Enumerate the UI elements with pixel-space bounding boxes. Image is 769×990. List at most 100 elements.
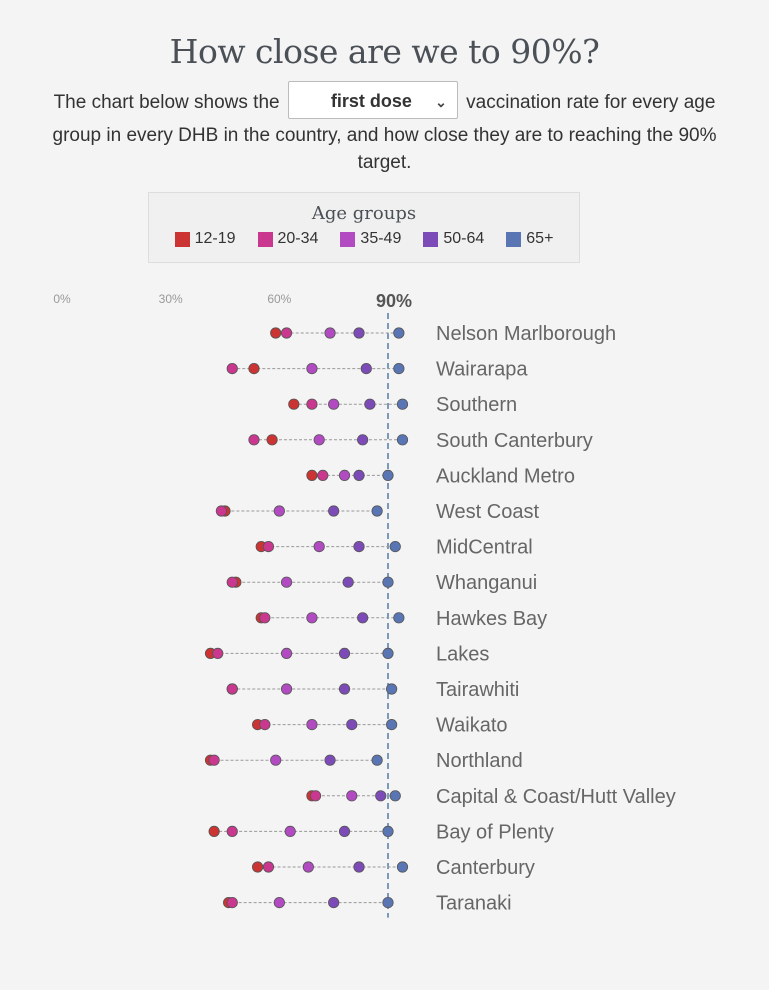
point-12-19 <box>306 469 318 481</box>
point-65+ <box>393 612 405 624</box>
row-label: Wairarapa <box>436 359 528 381</box>
target-label: 90% <box>376 291 412 311</box>
point-20-34 <box>309 790 322 802</box>
point-35-49 <box>306 718 318 731</box>
point-65+ <box>396 434 409 446</box>
point-35-49 <box>328 398 340 410</box>
legend-label: 50-64 <box>443 230 485 247</box>
point-12-19 <box>208 825 220 838</box>
dumbbell-chart: 0% 30% 60% 90% Nelson Marlborough Wairarapa So… <box>53 291 676 918</box>
point-65+ <box>382 647 394 659</box>
point-50-64 <box>338 825 351 838</box>
point-35-49 <box>338 469 351 481</box>
point-50-64 <box>324 754 336 766</box>
legend-label: 20-34 <box>277 230 319 247</box>
point-35-49 <box>280 683 293 695</box>
point-65+ <box>393 363 405 375</box>
point-35-49 <box>346 790 358 802</box>
point-65+ <box>371 754 383 766</box>
legend: Age groups 12-19 20-34 35-49 50-64 65+ <box>148 192 580 263</box>
point-65+ <box>389 540 401 553</box>
point-50-64 <box>375 790 387 802</box>
legend-swatch <box>174 231 190 247</box>
row-label: Whanganui <box>436 572 537 594</box>
point-65+ <box>382 576 394 588</box>
point-65+ <box>382 825 394 838</box>
legend-swatch <box>257 231 273 247</box>
point-65+ <box>382 896 394 909</box>
row-label: Bay of Plenty <box>436 821 554 843</box>
row-label: Southern <box>436 394 517 416</box>
point-50-64 <box>353 469 365 481</box>
legend-label: 35-49 <box>360 230 402 247</box>
point-50-64 <box>346 718 358 731</box>
legend-item-65-plus: 65+ <box>506 230 553 248</box>
row-label: Northland <box>436 750 523 772</box>
point-50-64 <box>342 576 354 588</box>
point-35-49 <box>273 896 285 909</box>
dose-select[interactable]: first dose ⌄ <box>287 81 458 119</box>
point-20-34 <box>226 896 238 909</box>
legend-item-35-49: 35-49 <box>340 230 401 248</box>
point-20-34 <box>226 683 238 695</box>
legend-swatch <box>506 231 522 247</box>
legend-title: Age groups <box>311 203 417 224</box>
point-65+ <box>386 718 398 731</box>
x-tick-label: 0% <box>53 292 71 306</box>
point-50-64 <box>357 612 369 624</box>
legend-item-50-64: 50-64 <box>423 230 484 248</box>
point-20-34 <box>306 398 318 410</box>
point-35-49 <box>313 434 325 446</box>
point-35-49 <box>302 861 314 873</box>
point-35-49 <box>280 647 293 659</box>
point-65+ <box>382 469 394 481</box>
page-title: How close are we to 90%? <box>169 32 600 71</box>
point-20-34 <box>259 612 271 624</box>
point-35-49 <box>273 505 285 517</box>
point-50-64 <box>338 647 351 659</box>
intro-after: vaccination rate for every age group in … <box>52 92 717 173</box>
point-35-49 <box>313 540 325 553</box>
point-65+ <box>386 683 398 695</box>
x-tick-label: 30% <box>159 292 183 306</box>
chevron-down-icon: ⌄ <box>435 94 447 110</box>
row-label: Nelson Marlborough <box>436 323 616 345</box>
row-label: Lakes <box>436 643 489 665</box>
legend-swatch <box>423 231 439 247</box>
point-35-49 <box>270 754 282 766</box>
point-12-19 <box>252 861 264 873</box>
legend-items: 12-19 20-34 35-49 50-64 65+ <box>149 230 579 248</box>
point-20-34 <box>226 576 238 588</box>
intro-text: The chart below shows the first dose ⌄ v… <box>40 81 729 176</box>
point-65+ <box>389 790 401 802</box>
row-label: MidCentral <box>436 537 533 559</box>
row-label: Canterbury <box>436 857 535 879</box>
point-20-34 <box>208 754 220 766</box>
point-20-34 <box>262 540 275 553</box>
point-50-64 <box>364 398 376 410</box>
point-20-34 <box>262 861 275 873</box>
legend-swatch <box>340 231 356 247</box>
row-label: Waikato <box>436 715 508 737</box>
point-50-64 <box>360 363 372 375</box>
row-label: Hawkes Bay <box>436 608 547 630</box>
legend-item-20-34: 20-34 <box>257 230 319 248</box>
point-35-49 <box>324 327 336 339</box>
point-35-49 <box>306 363 318 375</box>
row-label: Tairawhiti <box>436 679 519 701</box>
point-65+ <box>396 861 409 873</box>
point-12-19 <box>248 363 260 375</box>
intro-before: The chart below shows the <box>53 92 280 114</box>
point-12-19 <box>288 398 300 410</box>
point-20-34 <box>226 825 238 838</box>
point-50-64 <box>353 861 365 873</box>
point-50-64 <box>328 896 340 909</box>
point-50-64 <box>353 327 365 339</box>
point-50-64 <box>328 505 340 517</box>
point-50-64 <box>353 540 365 553</box>
point-65+ <box>396 398 409 410</box>
legend-label: 12-19 <box>194 230 236 247</box>
row-label: Auckland Metro <box>436 465 575 487</box>
point-50-64 <box>357 434 369 446</box>
point-65+ <box>371 505 383 517</box>
